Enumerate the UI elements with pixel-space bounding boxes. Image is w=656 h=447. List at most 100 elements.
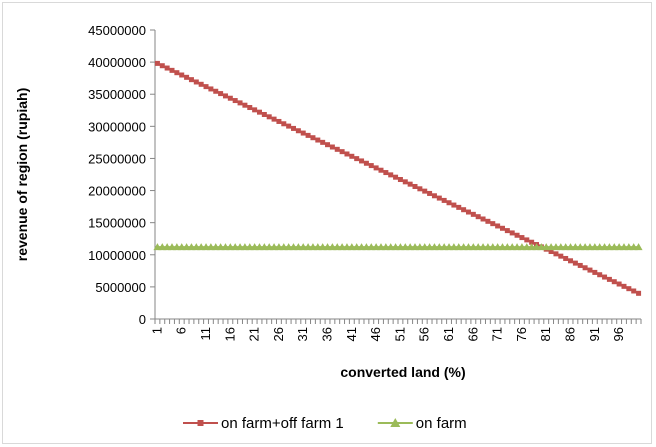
x-tick-label: 26 bbox=[271, 327, 286, 341]
chart-svg: 0 5000000 10000000 15000000 20000000 25000000… bbox=[14, 23, 643, 432]
x-tick-label: 21 bbox=[247, 327, 262, 341]
y-tick-label: 40000000 bbox=[88, 55, 146, 70]
chart-frame: 0 5000000 10000000 15000000 20000000 25000000… bbox=[2, 2, 652, 444]
legend-marker bbox=[390, 418, 401, 427]
data-point bbox=[485, 218, 491, 224]
x-tick-label: 51 bbox=[392, 327, 407, 341]
data-point bbox=[417, 186, 423, 192]
data-point bbox=[480, 216, 486, 222]
data-point bbox=[587, 267, 593, 273]
x-axis-ticks: 1 6 11 16 21 26 31 36 41 46 51 56 61 66 71 76 81 86 91 96 bbox=[149, 319, 642, 341]
data-point bbox=[310, 135, 316, 141]
data-point bbox=[154, 60, 160, 66]
x-tick-label: 81 bbox=[538, 327, 553, 341]
data-point bbox=[208, 86, 214, 92]
data-point bbox=[169, 67, 175, 73]
x-tick-label: 46 bbox=[368, 327, 383, 341]
x-tick-label: 61 bbox=[441, 327, 456, 341]
data-point bbox=[242, 102, 248, 108]
data-point bbox=[397, 177, 403, 183]
data-point bbox=[300, 130, 306, 136]
y-tick-label: 15000000 bbox=[88, 216, 146, 231]
data-point bbox=[188, 77, 194, 83]
y-tick-label: 10000000 bbox=[88, 248, 146, 263]
data-point bbox=[315, 137, 321, 143]
data-point bbox=[456, 204, 462, 210]
data-point bbox=[582, 265, 588, 271]
x-tick-label: 16 bbox=[222, 327, 237, 341]
legend-item-1: on farm+off farm 1 bbox=[183, 415, 344, 432]
data-point bbox=[422, 188, 428, 194]
data-point bbox=[354, 156, 360, 162]
data-point bbox=[363, 160, 369, 166]
y-tick-label: 5000000 bbox=[95, 280, 146, 295]
data-point bbox=[563, 255, 569, 261]
x-tick-label: 66 bbox=[465, 327, 480, 341]
data-point bbox=[256, 109, 262, 115]
data-point bbox=[325, 142, 331, 148]
data-point bbox=[568, 258, 574, 264]
data-point bbox=[616, 281, 622, 287]
x-tick-label: 76 bbox=[514, 327, 529, 341]
data-point bbox=[504, 228, 510, 234]
data-point bbox=[412, 183, 418, 189]
x-tick-label: 1 bbox=[149, 327, 164, 334]
y-tick-label: 30000000 bbox=[88, 119, 146, 134]
data-point bbox=[495, 223, 501, 229]
x-tick-label: 6 bbox=[174, 327, 189, 334]
data-point bbox=[606, 276, 612, 282]
y-tick-label: 25000000 bbox=[88, 151, 146, 166]
data-point bbox=[490, 221, 496, 227]
data-point bbox=[218, 91, 224, 97]
data-point bbox=[368, 163, 374, 169]
data-point bbox=[193, 79, 199, 85]
y-tick-label: 20000000 bbox=[88, 184, 146, 199]
x-tick-label: 91 bbox=[587, 327, 602, 341]
data-point bbox=[329, 144, 335, 150]
data-point bbox=[305, 132, 311, 138]
data-point bbox=[621, 283, 627, 289]
data-point bbox=[291, 125, 297, 131]
data-point bbox=[631, 288, 637, 294]
data-point bbox=[227, 95, 233, 101]
legend-marker bbox=[197, 420, 204, 426]
x-tick-label: 56 bbox=[417, 327, 432, 341]
data-point bbox=[276, 118, 282, 124]
data-point bbox=[597, 272, 603, 278]
y-tick-label: 0 bbox=[139, 312, 146, 327]
data-point bbox=[524, 237, 530, 243]
data-point bbox=[359, 158, 365, 164]
data-point bbox=[592, 269, 598, 275]
x-tick-label: 96 bbox=[611, 327, 626, 341]
series-1 bbox=[154, 60, 642, 296]
x-tick-label: 86 bbox=[563, 327, 578, 341]
legend-item-2: on farm bbox=[377, 415, 467, 432]
data-point bbox=[393, 174, 399, 180]
data-point bbox=[548, 249, 554, 255]
data-point bbox=[572, 260, 578, 266]
y-tick-label: 35000000 bbox=[88, 87, 146, 102]
data-point bbox=[203, 84, 209, 90]
data-point bbox=[475, 214, 481, 220]
legend-label: on farm bbox=[416, 415, 467, 432]
y-axis-title: revenue of region (rupiah) bbox=[14, 88, 30, 261]
data-point bbox=[286, 123, 292, 129]
data-point bbox=[499, 225, 505, 231]
data-point bbox=[159, 63, 165, 69]
data-point bbox=[383, 170, 389, 176]
series-2 bbox=[153, 243, 643, 251]
data-point bbox=[427, 190, 433, 196]
data-point bbox=[344, 151, 350, 157]
data-point bbox=[378, 167, 384, 173]
data-point bbox=[179, 72, 185, 78]
data-point bbox=[320, 139, 326, 145]
data-point bbox=[626, 286, 632, 292]
data-point bbox=[247, 105, 253, 111]
data-point bbox=[266, 114, 272, 120]
data-point bbox=[373, 165, 379, 171]
series-layer bbox=[153, 60, 643, 296]
data-point bbox=[509, 230, 515, 236]
legend-label: on farm+off farm 1 bbox=[221, 415, 344, 432]
data-point bbox=[174, 70, 180, 76]
data-point bbox=[577, 262, 583, 268]
